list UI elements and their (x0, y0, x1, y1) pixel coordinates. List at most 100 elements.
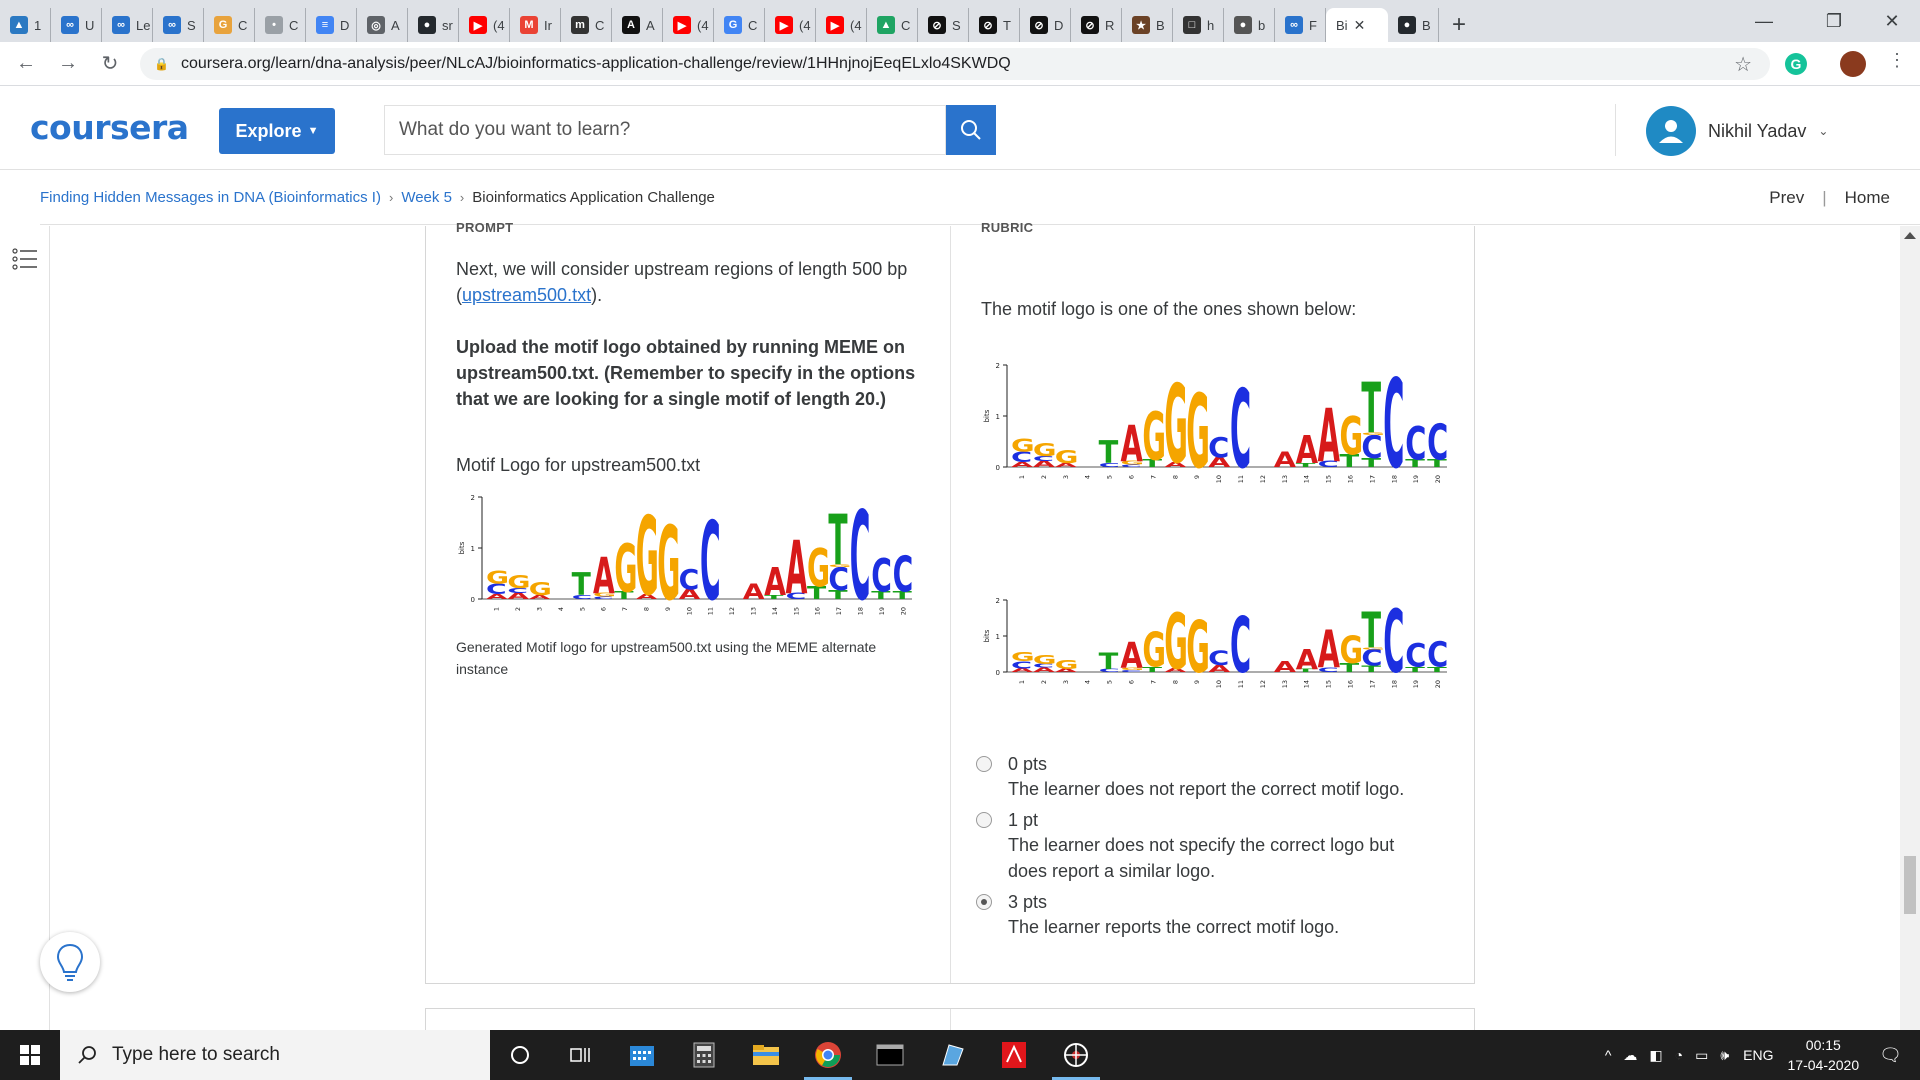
chevron-up-icon[interactable]: ^ (1604, 1047, 1612, 1063)
coursera-logo[interactable]: coursera (30, 108, 189, 147)
browser-tab[interactable]: ▶ (4 (765, 8, 816, 42)
browser-tab[interactable]: ▲ 1 (0, 8, 51, 42)
logo-letter-t: T (871, 590, 891, 602)
logo-position-label: 16 (1346, 680, 1354, 688)
windows-start-icon[interactable] (0, 1030, 60, 1080)
search-button[interactable] (946, 105, 996, 155)
column-divider (950, 1009, 951, 1049)
upstream500-link[interactable]: upstream500.txt (462, 285, 592, 305)
clock[interactable]: 00:15 17-04-2020 (1788, 1035, 1860, 1075)
close-window-button[interactable]: ✕ (1884, 10, 1900, 31)
cisco-packet-tracer-icon[interactable] (1046, 1030, 1106, 1080)
profile-avatar[interactable] (1840, 51, 1866, 77)
terminal-icon[interactable] (860, 1030, 920, 1080)
address-bar[interactable]: 🔒 coursera.org/learn/dna-analysis/peer/N… (140, 48, 1770, 80)
calendar-app-icon[interactable] (612, 1030, 672, 1080)
logo-letter-t: T (1099, 649, 1119, 675)
scrollbar-thumb[interactable] (1904, 856, 1916, 914)
wifi-icon[interactable]: ◔ (1674, 1047, 1684, 1063)
logo-letter-g: G (1186, 605, 1210, 689)
logo-letter-a: A (1296, 428, 1319, 473)
language-indicator[interactable]: ENG (1743, 1047, 1774, 1063)
logo-position-label: 17 (1368, 475, 1376, 483)
browser-tab[interactable]: ⊘ T (969, 8, 1020, 42)
minimize-button[interactable]: — (1755, 10, 1773, 31)
search-input[interactable]: What do you want to learn? (384, 105, 946, 155)
tab-close-icon[interactable]: ✕ (1353, 16, 1366, 33)
restore-button[interactable]: ❐ (1825, 10, 1843, 31)
bookmark-star-icon[interactable]: ☆ (1734, 53, 1752, 76)
explore-button[interactable]: Explore ▼ (219, 108, 335, 154)
logo-position-label: 19 (1412, 475, 1420, 483)
prompt-intro: Next, we will consider upstream regions … (456, 256, 916, 308)
browser-tab[interactable]: ≡ D (306, 8, 357, 42)
radio-0pts[interactable] (976, 756, 992, 772)
next-review-card (425, 1008, 1475, 1049)
file-explorer-icon[interactable] (736, 1030, 796, 1080)
logo-letter-a: A (529, 594, 551, 601)
browser-tab[interactable]: ∞ Le (102, 8, 153, 42)
onedrive-icon[interactable]: ☁ (1623, 1046, 1638, 1063)
scroll-up-icon[interactable] (1904, 232, 1916, 239)
logo-position-label: 7 (1149, 680, 1157, 684)
taskbar-search-box[interactable]: Type here to search (60, 1030, 490, 1080)
notifications-icon[interactable]: 🗨 (1879, 1044, 1902, 1065)
browser-tab[interactable]: ● sr (408, 8, 459, 42)
prev-link[interactable]: Prev (1769, 188, 1805, 207)
grammarly-extension-icon[interactable]: G (1785, 53, 1807, 75)
volume-icon[interactable]: 🕪 (1720, 1046, 1730, 1063)
breadcrumb-week[interactable]: Week 5 (401, 189, 452, 206)
browser-tab[interactable]: ⊘ R (1071, 8, 1122, 42)
chrome-icon[interactable] (798, 1030, 858, 1080)
rubric-option-2[interactable]: 3 pts The learner reports the correct mo… (976, 890, 1428, 940)
rubric-option-1[interactable]: 1 pt The learner does not specify the co… (976, 808, 1428, 884)
browser-tab[interactable]: ★ B (1122, 8, 1173, 42)
browser-tab[interactable]: ∞ U (51, 8, 102, 42)
calculator-app-icon[interactable] (674, 1030, 734, 1080)
rubric-option-0[interactable]: 0 pts The learner does not report the co… (976, 752, 1428, 802)
browser-tab[interactable]: □ h (1173, 8, 1224, 42)
course-menu-icon[interactable] (12, 248, 38, 270)
browser-tab[interactable]: ▶ (4 (459, 8, 510, 42)
browser-tab[interactable]: ⊘ D (1020, 8, 1071, 42)
network-icon[interactable]: ◧ (1649, 1046, 1663, 1063)
forward-icon[interactable]: → (58, 52, 78, 74)
app-icon[interactable] (922, 1030, 982, 1080)
user-menu[interactable]: Nikhil Yadav ⌄ (1646, 106, 1828, 156)
browser-menu-icon[interactable]: ⋮ (1888, 50, 1906, 70)
battery-icon[interactable]: ▭ (1695, 1046, 1709, 1063)
acrobat-icon[interactable] (984, 1030, 1044, 1080)
browser-tab[interactable]: ▶ (4 (816, 8, 867, 42)
browser-tab[interactable]: ◎ A (357, 8, 408, 42)
new-tab-button[interactable]: + (1451, 11, 1466, 38)
browser-tab[interactable]: ∞ F (1275, 8, 1326, 42)
cortana-icon[interactable] (490, 1030, 550, 1080)
task-view-icon[interactable] (550, 1030, 610, 1080)
browser-tab[interactable]: M Ir (510, 8, 561, 42)
logo-letter-t: T (1405, 458, 1425, 470)
browser-tab[interactable]: ▶ (4 (663, 8, 714, 42)
breadcrumb-course[interactable]: Finding Hidden Messages in DNA (Bioinfor… (40, 189, 381, 206)
back-icon[interactable]: ← (16, 52, 36, 74)
browser-tab[interactable]: ▲ C (867, 8, 918, 42)
browser-tab[interactable]: ∞ S (153, 8, 204, 42)
browser-tab-active[interactable]: Bi ✕ (1326, 8, 1388, 42)
home-link[interactable]: Home (1844, 188, 1890, 207)
reload-icon[interactable]: ↻ (101, 53, 119, 75)
page-scrollbar[interactable] (1900, 226, 1920, 1030)
lightbulb-icon[interactable] (40, 932, 100, 992)
browser-tab[interactable]: ● B (1388, 8, 1439, 42)
windows-taskbar: Type here to search ^ ☁ ◧ ◔ ▭ 🕪 ENG 00:1… (0, 1030, 1920, 1080)
radio-3pts[interactable] (976, 894, 992, 910)
radio-1pt[interactable] (976, 812, 992, 828)
browser-tab[interactable]: ● b (1224, 8, 1275, 42)
browser-tab[interactable]: • C (255, 8, 306, 42)
logo-y-tick-label: 1 (996, 633, 1000, 641)
browser-tab[interactable]: ⊘ S (918, 8, 969, 42)
